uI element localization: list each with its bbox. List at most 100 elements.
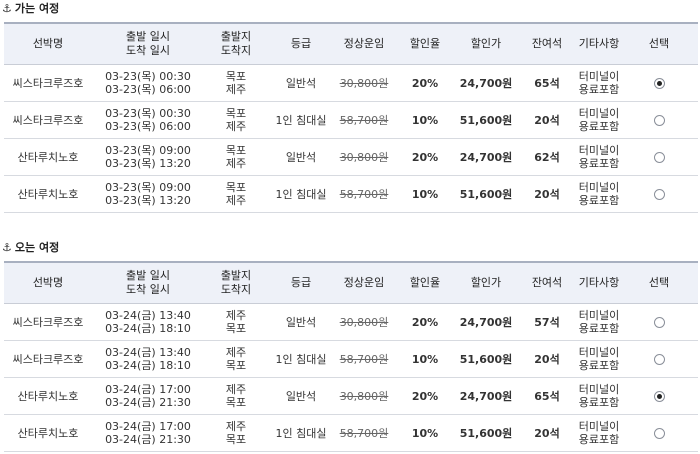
select-cell[interactable] — [620, 377, 698, 415]
col-select: 선택 — [620, 23, 698, 65]
schedule-cell: 03-23(목) 00:30 03-23(목) 06:00 — [92, 64, 204, 102]
discount-price: 51,600원 — [456, 340, 516, 378]
schedule-cell: 03-24(금) 17:00 03-24(금) 21:30 — [92, 377, 204, 415]
col-fare: 정상운임 — [334, 23, 394, 65]
trip-row[interactable]: 씨스타크루즈호 03-24(금) 13:40 03-24(금) 18:10 제주 목포 1… — [4, 340, 698, 378]
col-rate: 할인율 — [394, 23, 456, 65]
depart-time: 03-24(금) 13:40 — [105, 309, 191, 322]
remaining-seats: 20석 — [516, 340, 578, 378]
inbound-title-label: 오는 여정 — [14, 241, 60, 254]
schedule-cell: 03-24(금) 13:40 03-24(금) 18:10 — [92, 303, 204, 341]
select-cell[interactable] — [620, 138, 698, 176]
select-radio[interactable] — [653, 189, 665, 200]
arrive-port: 제주 — [225, 157, 247, 170]
regular-fare-cell: 58,700원 — [334, 414, 394, 452]
route-cell: 목포 제주 — [204, 138, 268, 176]
select-cell[interactable] — [620, 303, 698, 341]
discount-rate: 20% — [394, 303, 456, 341]
arrive-port: 목포 — [225, 433, 247, 446]
regular-fare-cell: 30,800원 — [334, 303, 394, 341]
regular-fare: 58,700원 — [339, 426, 389, 440]
ship-name: 산타루치노호 — [4, 175, 92, 213]
col-rate: 할인율 — [394, 262, 456, 304]
arrive-port: 제주 — [225, 83, 247, 96]
route-cell: 목포 제주 — [204, 64, 268, 102]
seat-grade: 1인 침대실 — [268, 340, 334, 378]
col-grade: 등급 — [268, 23, 334, 65]
discount-rate: 20% — [394, 377, 456, 415]
arrive-time: 03-24(금) 18:10 — [105, 359, 191, 372]
trip-row[interactable]: 씨스타크루즈호 03-24(금) 13:40 03-24(금) 18:10 제주 목포 일… — [4, 303, 698, 341]
regular-fare: 58,700원 — [339, 187, 389, 201]
col-seats: 잔여석 — [516, 262, 578, 304]
trip-row[interactable]: 씨스타크루즈호 03-23(목) 00:30 03-23(목) 06:00 목포 제주 1… — [4, 101, 698, 139]
col-grade: 등급 — [268, 262, 334, 304]
outbound-title-label: 가는 여정 — [14, 2, 60, 15]
arrive-port: 제주 — [225, 120, 247, 133]
depart-port: 목포 — [225, 181, 247, 194]
regular-fare-cell: 30,800원 — [334, 377, 394, 415]
select-cell[interactable] — [620, 175, 698, 213]
remarks: 터미널이용료포함 — [578, 175, 620, 213]
depart-time: 03-24(금) 17:00 — [105, 420, 191, 433]
regular-fare: 30,800원 — [339, 76, 389, 90]
col-select: 선택 — [620, 262, 698, 304]
seat-grade: 일반석 — [268, 138, 334, 176]
trip-row[interactable]: 산타루치노호 03-23(목) 09:00 03-23(목) 13:20 목포 제주 1인… — [4, 175, 698, 213]
remarks: 터미널이용료포함 — [578, 377, 620, 415]
col-time: 출발 일시 도착 일시 — [92, 23, 204, 65]
regular-fare: 58,700원 — [339, 352, 389, 366]
trip-row[interactable]: 씨스타크루즈호 03-23(목) 00:30 03-23(목) 06:00 목포 제주 일… — [4, 64, 698, 102]
anchor-icon: ⚓ — [2, 241, 12, 254]
discount-rate: 10% — [394, 175, 456, 213]
route-cell: 제주 목포 — [204, 303, 268, 341]
select-cell[interactable] — [620, 340, 698, 378]
col-ship: 선박명 — [4, 23, 92, 65]
select-radio[interactable] — [653, 152, 665, 163]
outbound-header-row: 선박명 출발 일시 도착 일시 출발지 도착지 등급 정상운임 할인율 할인가 잔여… — [4, 23, 698, 65]
trip-row[interactable]: 산타루치노호 03-24(금) 17:00 03-24(금) 21:30 제주 목포 1인… — [4, 414, 698, 452]
route-cell: 제주 목포 — [204, 414, 268, 452]
select-cell[interactable] — [620, 101, 698, 139]
schedule-cell: 03-24(금) 17:00 03-24(금) 21:30 — [92, 414, 204, 452]
depart-time: 03-24(금) 17:00 — [105, 383, 191, 396]
col-etc: 기타사항 — [578, 262, 620, 304]
route-cell: 제주 목포 — [204, 340, 268, 378]
select-radio[interactable] — [653, 354, 665, 365]
select-cell[interactable] — [620, 414, 698, 452]
route-cell: 제주 목포 — [204, 377, 268, 415]
regular-fare: 30,800원 — [339, 150, 389, 164]
select-radio[interactable] — [653, 317, 665, 328]
ship-name: 산타루치노호 — [4, 377, 92, 415]
col-port: 출발지 도착지 — [204, 262, 268, 304]
remaining-seats: 65석 — [516, 377, 578, 415]
depart-port: 제주 — [225, 309, 247, 322]
discount-price: 24,700원 — [456, 377, 516, 415]
select-radio[interactable] — [653, 391, 665, 402]
discount-price: 24,700원 — [456, 64, 516, 102]
regular-fare-cell: 30,800원 — [334, 138, 394, 176]
ship-name: 씨스타크루즈호 — [4, 303, 92, 341]
discount-rate: 10% — [394, 340, 456, 378]
seat-grade: 일반석 — [268, 303, 334, 341]
depart-port: 제주 — [225, 383, 247, 396]
arrive-time: 03-24(금) 21:30 — [105, 396, 191, 409]
remarks: 터미널이용료포함 — [578, 303, 620, 341]
trip-row[interactable]: 산타루치노호 03-24(금) 17:00 03-24(금) 21:30 제주 목포 일반… — [4, 377, 698, 415]
trip-row[interactable]: 산타루치노호 03-23(목) 09:00 03-23(목) 13:20 목포 제주 일반… — [4, 138, 698, 176]
discount-price: 51,600원 — [456, 101, 516, 139]
select-radio[interactable] — [653, 115, 665, 126]
route-cell: 목포 제주 — [204, 101, 268, 139]
regular-fare: 30,800원 — [339, 315, 389, 329]
regular-fare-cell: 58,700원 — [334, 175, 394, 213]
arrive-port: 제주 — [225, 194, 247, 207]
schedule-cell: 03-24(금) 13:40 03-24(금) 18:10 — [92, 340, 204, 378]
inbound-section-title: ⚓ 오는 여정 — [2, 241, 59, 255]
depart-time: 03-23(목) 00:30 — [105, 107, 191, 120]
arrive-time: 03-23(목) 13:20 — [105, 194, 191, 207]
select-radio[interactable] — [653, 428, 665, 439]
select-cell[interactable] — [620, 64, 698, 102]
inbound-header-row: 선박명 출발 일시 도착 일시 출발지 도착지 등급 정상운임 할인율 할인가 잔여… — [4, 262, 698, 304]
regular-fare: 30,800원 — [339, 389, 389, 403]
select-radio[interactable] — [653, 78, 665, 89]
